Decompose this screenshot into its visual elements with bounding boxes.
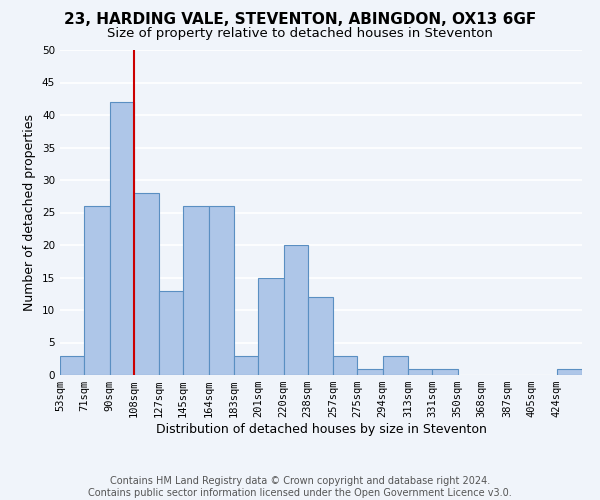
Bar (209, 206, 234, 375)
Bar (284, 245, 308, 375)
Bar (258, 278, 284, 375)
Bar (357, 368, 383, 375)
Text: Contains HM Land Registry data © Crown copyright and database right 2024.
Contai: Contains HM Land Registry data © Crown c… (88, 476, 512, 498)
Bar (84, 206, 110, 375)
Bar (234, 356, 258, 375)
Bar (183, 206, 209, 375)
Bar (110, 102, 134, 375)
Bar (383, 356, 408, 375)
Text: 23, HARDING VALE, STEVENTON, ABINGDON, OX13 6GF: 23, HARDING VALE, STEVENTON, ABINGDON, O… (64, 12, 536, 28)
Bar (134, 193, 159, 375)
Bar (308, 297, 333, 375)
Text: 23 HARDING VALE: 108sqm
← 30% of detached houses are smaller (67)
68% of semi-de: 23 HARDING VALE: 108sqm ← 30% of detache… (0, 499, 1, 500)
Bar (408, 368, 432, 375)
Text: Size of property relative to detached houses in Steventon: Size of property relative to detached ho… (107, 28, 493, 40)
Bar (60, 356, 84, 375)
Y-axis label: Number of detached properties: Number of detached properties (23, 114, 37, 311)
Bar (557, 368, 582, 375)
Bar (432, 368, 458, 375)
Bar (159, 290, 183, 375)
Bar (333, 356, 357, 375)
X-axis label: Distribution of detached houses by size in Steventon: Distribution of detached houses by size … (155, 423, 487, 436)
